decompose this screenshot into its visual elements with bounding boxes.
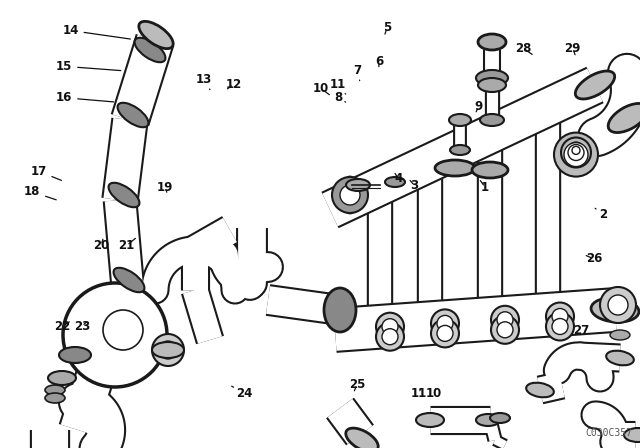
Text: 2: 2 [595,207,607,221]
Ellipse shape [48,371,76,385]
Circle shape [376,313,404,340]
Circle shape [552,319,568,335]
Ellipse shape [478,34,506,50]
Ellipse shape [608,103,640,133]
Text: 22: 22 [54,319,71,333]
Circle shape [437,325,453,341]
Ellipse shape [341,177,359,213]
Text: 16: 16 [56,91,114,104]
Ellipse shape [476,70,508,86]
Ellipse shape [134,38,166,62]
Text: 24: 24 [232,386,253,400]
Text: 10: 10 [426,387,442,400]
Ellipse shape [152,342,184,358]
Ellipse shape [385,177,405,187]
Circle shape [608,295,628,315]
Circle shape [382,329,398,345]
Text: 19: 19 [157,181,173,194]
Ellipse shape [490,413,510,423]
Text: 21: 21 [118,238,136,252]
Ellipse shape [324,288,356,332]
Circle shape [572,146,580,155]
Text: 20: 20 [93,239,109,252]
Text: 9: 9 [475,100,483,113]
Ellipse shape [118,103,148,127]
Circle shape [497,322,513,338]
Text: 17: 17 [30,164,61,181]
Circle shape [437,315,453,332]
Ellipse shape [113,268,145,292]
Text: 5: 5 [383,21,391,34]
Text: 15: 15 [56,60,121,73]
Circle shape [491,306,519,334]
Text: 25: 25 [349,378,365,391]
Text: 28: 28 [515,42,532,55]
Circle shape [568,142,584,159]
Circle shape [63,283,167,387]
Circle shape [152,334,184,366]
Text: 8: 8 [334,91,346,104]
Ellipse shape [478,78,506,92]
Ellipse shape [109,183,140,207]
Ellipse shape [45,385,65,395]
Text: 11: 11 [411,387,428,400]
Circle shape [554,133,598,177]
Ellipse shape [575,71,614,99]
Circle shape [159,341,177,359]
Ellipse shape [610,330,630,340]
Text: 13: 13 [195,73,212,90]
Circle shape [600,287,636,323]
Text: 4: 4 [394,172,402,185]
Ellipse shape [449,114,471,126]
Text: 23: 23 [74,319,90,333]
Circle shape [564,142,588,167]
Text: 26: 26 [586,252,602,266]
Text: 11: 11 [330,78,346,94]
Ellipse shape [346,179,370,191]
Ellipse shape [45,393,65,403]
Circle shape [376,323,404,351]
Text: C030C357: C030C357 [585,428,632,438]
Ellipse shape [480,114,504,126]
Text: 7: 7 [353,64,361,81]
Text: 14: 14 [62,24,131,39]
Circle shape [332,177,368,213]
Ellipse shape [450,145,470,155]
Circle shape [561,138,591,168]
Circle shape [382,319,398,335]
Circle shape [431,310,459,337]
Text: 27: 27 [573,324,589,337]
Circle shape [546,313,574,340]
Ellipse shape [139,22,173,49]
Ellipse shape [472,162,508,178]
Circle shape [340,185,360,205]
Ellipse shape [476,414,500,426]
Ellipse shape [435,160,475,176]
Circle shape [491,316,519,344]
Ellipse shape [624,428,640,442]
Circle shape [568,145,584,160]
Circle shape [552,309,568,324]
Circle shape [497,312,513,328]
Text: 29: 29 [564,42,581,55]
Circle shape [546,302,574,331]
Text: 6: 6 [375,55,383,69]
Text: 1: 1 [481,181,489,194]
Ellipse shape [591,298,639,322]
Circle shape [431,319,459,347]
Ellipse shape [606,351,634,365]
Ellipse shape [416,413,444,427]
Circle shape [103,310,143,350]
Text: 3: 3 [410,179,419,193]
Ellipse shape [346,428,378,448]
Ellipse shape [526,383,554,397]
Ellipse shape [59,347,91,363]
Text: 12: 12 [225,78,242,91]
Text: 10: 10 [313,82,330,95]
Text: 18: 18 [24,185,56,200]
